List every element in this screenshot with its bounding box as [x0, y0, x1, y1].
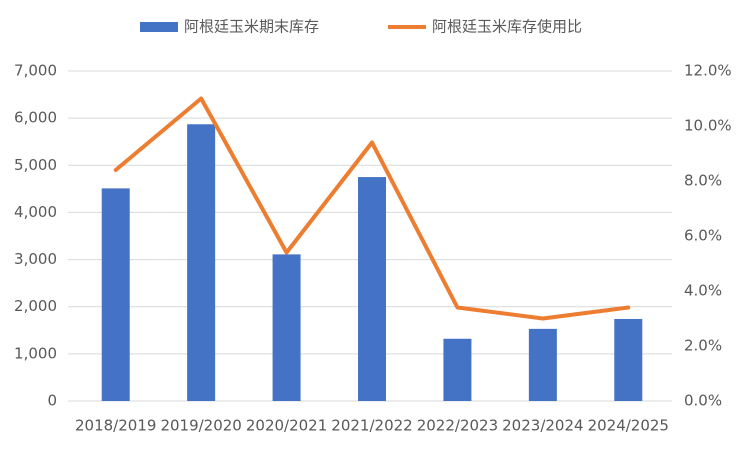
line — [113, 96, 631, 321]
x-tick-label: 2022/2023 — [417, 417, 498, 435]
x-tick-label: 2019/2020 — [160, 417, 241, 435]
x-tick-label: 2024/2025 — [588, 417, 669, 435]
bar — [614, 318, 643, 401]
y2-tick-label: 10.0% — [684, 117, 732, 135]
bar — [187, 124, 216, 402]
y-tick-label: 5,000 — [14, 156, 57, 174]
y2-tick-label: 6.0% — [684, 227, 722, 245]
y-tick-label: 6,000 — [14, 109, 57, 127]
bar — [528, 328, 557, 401]
y2-tick-label: 0.0% — [684, 392, 722, 410]
x-tick-label: 2023/2024 — [502, 417, 583, 435]
bar — [358, 177, 386, 401]
y-tick-label: 0 — [47, 392, 57, 410]
bar — [101, 188, 130, 401]
y2-tick-label: 12.0% — [684, 62, 732, 80]
y2-tick-label: 4.0% — [684, 282, 722, 300]
legend-swatch — [140, 22, 178, 32]
y-tick-label: 4,000 — [14, 203, 57, 221]
bar — [272, 254, 301, 401]
x-tick-label: 2020/2021 — [246, 417, 327, 435]
x-tick-label: 2018/2019 — [75, 417, 156, 435]
bar — [443, 338, 472, 401]
legend-label: 阿根廷玉米库存使用比 — [432, 18, 582, 36]
y-tick-label: 1,000 — [14, 344, 57, 362]
y2-tick-label: 8.0% — [684, 172, 722, 190]
x-tick-label: 2021/2022 — [331, 417, 412, 435]
y-tick-label: 7,000 — [14, 62, 57, 80]
y-tick-label: 2,000 — [14, 297, 57, 315]
y2-tick-label: 2.0% — [684, 337, 722, 355]
legend-label: 阿根廷玉米期末库存 — [184, 18, 319, 36]
y-tick-label: 3,000 — [14, 250, 57, 268]
